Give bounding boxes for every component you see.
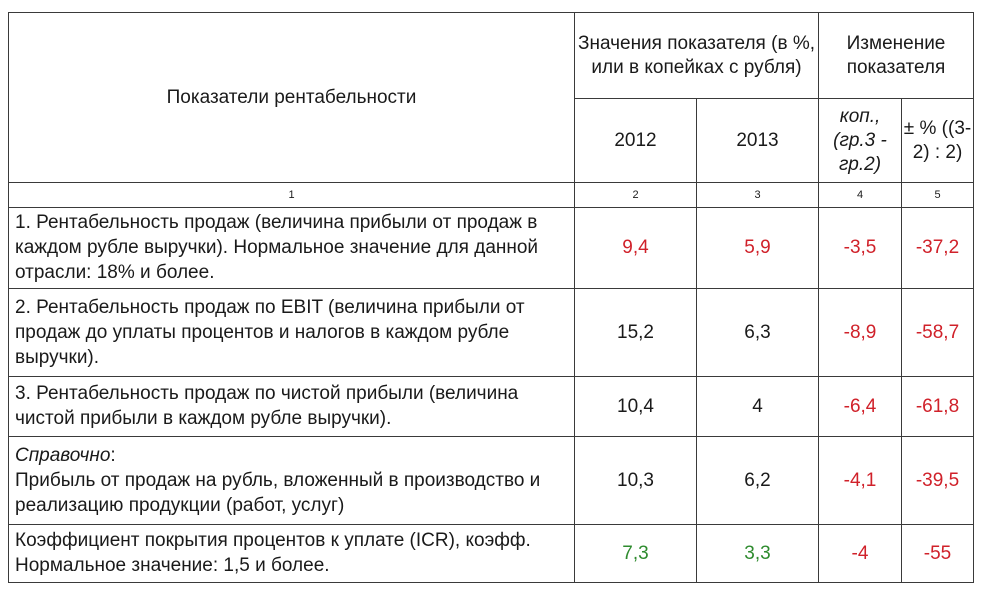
row-label-text: Прибыль от продаж на рубль, вложенный в … <box>15 469 541 516</box>
value-pct: -55 <box>900 524 975 583</box>
header-change-group: Изменение показателя <box>817 12 975 99</box>
value-2013: 4 <box>696 376 819 437</box>
value-pct: -61,8 <box>900 376 975 437</box>
header-indicators: Показатели рентабельности <box>8 12 575 183</box>
table-container: Показатели рентабельности Значения показ… <box>8 12 975 583</box>
value-pct: -58,7 <box>900 288 975 377</box>
header-kop: коп., (гр.3 - гр.2) <box>818 98 902 183</box>
header-year-2012: 2012 <box>574 98 697 183</box>
value-kop: -4 <box>818 524 902 583</box>
value-2012: 10,4 <box>574 376 697 437</box>
column-number-row: 1 2 3 4 5 <box>8 182 975 208</box>
table-row: 3. Рентабельность продаж по чистой прибы… <box>8 376 975 437</box>
value-kop: -4,1 <box>818 436 902 525</box>
value-2012: 10,3 <box>574 436 697 525</box>
row-prefix-colon: : <box>110 444 116 466</box>
table-row: Справочно: Прибыль от продаж на рубль, вл… <box>8 436 975 525</box>
table-row: Коэффициент покрытия процентов к уплате … <box>8 524 975 583</box>
row-label: Коэффициент покрытия процентов к уплате … <box>8 524 575 583</box>
col-number: 3 <box>696 182 819 208</box>
value-2013: 6,3 <box>696 288 819 377</box>
header-kop-label: коп., (гр.3 - гр.2) <box>833 105 887 175</box>
header-pct: ± % ((3-2) : 2) <box>900 98 975 183</box>
header-row-1: Показатели рентабельности Значения показ… <box>8 12 975 183</box>
row-label: 3. Рентабельность продаж по чистой прибы… <box>8 376 575 437</box>
value-pct: -37,2 <box>900 207 975 289</box>
value-2012: 15,2 <box>574 288 697 377</box>
table-row: 2. Рентабельность продаж по EBIT (величи… <box>8 288 975 377</box>
row-prefix: Справочно <box>15 444 111 466</box>
value-2012: 9,4 <box>574 207 697 289</box>
value-2013: 3,3 <box>696 524 819 583</box>
table-row: 1. Рентабельность продаж (величина прибы… <box>8 207 975 289</box>
header-row-2: 2012 2013 коп., (гр.3 - гр.2) ± % ((3-2)… <box>9 98 975 183</box>
profitability-table: Показатели рентабельности Значения показ… <box>8 12 975 583</box>
value-2013: 5,9 <box>696 207 819 289</box>
row-label: 2. Рентабельность продаж по EBIT (величи… <box>8 288 575 377</box>
col-number: 1 <box>8 182 575 208</box>
value-2012: 7,3 <box>574 524 697 583</box>
header-year-2013: 2013 <box>696 98 819 183</box>
value-kop: -6,4 <box>818 376 902 437</box>
col-number: 4 <box>818 182 902 208</box>
col-number: 2 <box>574 182 697 208</box>
value-pct: -39,5 <box>900 436 975 525</box>
col-number: 5 <box>900 182 975 208</box>
value-kop: -8,9 <box>818 288 902 377</box>
value-2013: 6,2 <box>696 436 819 525</box>
row-label: 1. Рентабельность продаж (величина прибы… <box>8 207 575 289</box>
row-label: Справочно: Прибыль от продаж на рубль, вл… <box>8 436 575 525</box>
header-values-group: Значения показателя (в %, или в копейках… <box>574 12 819 99</box>
value-kop: -3,5 <box>818 207 902 289</box>
